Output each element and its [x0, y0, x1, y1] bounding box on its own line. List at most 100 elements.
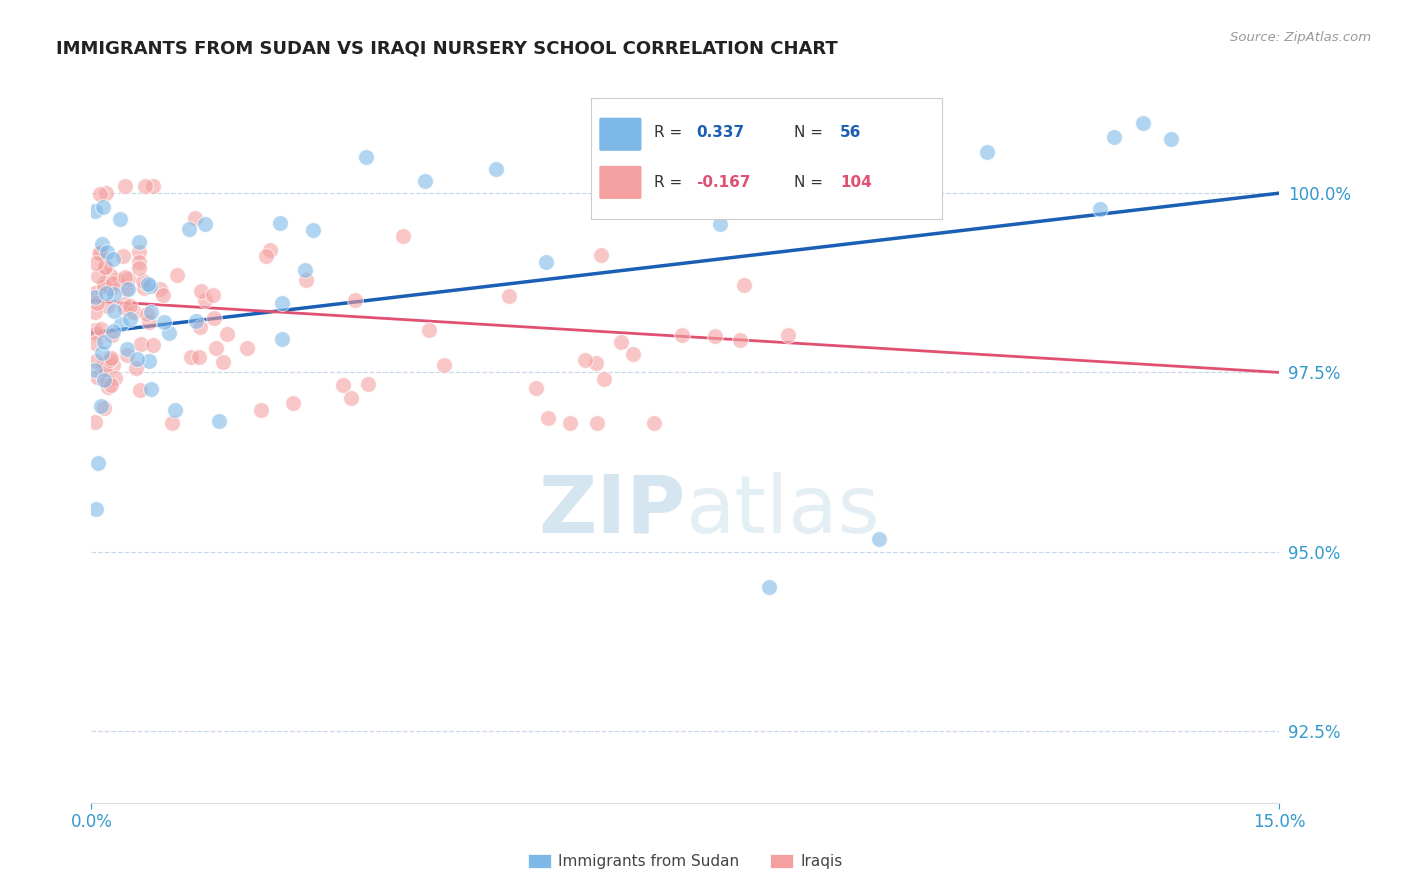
- Point: [103, 324, 125, 338]
- Point: [93, 279, 115, 293]
- Point: [100, 351, 122, 365]
- Point: [89, 186, 111, 201]
- Legend: Immigrants from Sudan, Iraqis: Immigrants from Sudan, Iraqis: [522, 848, 849, 875]
- Point: [96, 245, 118, 260]
- Point: [112, 249, 135, 263]
- Point: [703, 328, 725, 343]
- Point: [138, 315, 160, 329]
- Point: [585, 356, 607, 370]
- Point: [94, 286, 117, 301]
- Point: [93, 260, 115, 274]
- Point: [93, 277, 115, 291]
- Point: [621, 347, 644, 361]
- Point: [294, 273, 316, 287]
- Point: [93, 373, 115, 387]
- Point: [86, 369, 108, 384]
- Point: [269, 216, 291, 230]
- Point: [84, 204, 107, 219]
- Point: [87, 456, 110, 470]
- Point: [90, 399, 112, 413]
- Point: [807, 137, 830, 152]
- Point: [129, 383, 152, 397]
- FancyBboxPatch shape: [599, 166, 641, 199]
- Point: [1090, 202, 1112, 217]
- Point: [415, 173, 437, 187]
- Point: [188, 319, 211, 334]
- Point: [118, 312, 141, 326]
- Point: [122, 305, 145, 319]
- Text: N =: N =: [794, 125, 824, 140]
- Point: [184, 211, 207, 226]
- Text: R =: R =: [654, 125, 682, 140]
- Point: [202, 311, 225, 326]
- Point: [89, 246, 111, 260]
- Point: [217, 326, 239, 341]
- Point: [127, 351, 149, 366]
- Point: [204, 342, 226, 356]
- Point: [259, 244, 281, 258]
- Point: [733, 278, 755, 293]
- Point: [84, 255, 107, 269]
- Point: [90, 322, 112, 336]
- Text: IMMIGRANTS FROM SUDAN VS IRAQI NURSERY SCHOOL CORRELATION CHART: IMMIGRANTS FROM SUDAN VS IRAQI NURSERY S…: [56, 40, 838, 58]
- Point: [91, 201, 114, 215]
- Point: [643, 416, 665, 430]
- Point: [98, 353, 121, 368]
- Point: [100, 281, 122, 295]
- Point: [194, 293, 217, 307]
- Point: [184, 314, 207, 328]
- Point: [433, 359, 456, 373]
- Text: R =: R =: [654, 175, 682, 190]
- Point: [778, 328, 800, 343]
- Point: [302, 223, 325, 237]
- Text: N =: N =: [794, 175, 824, 190]
- Point: [128, 235, 150, 249]
- Point: [128, 255, 150, 269]
- Point: [103, 286, 125, 301]
- Point: [115, 348, 138, 362]
- Point: [136, 307, 159, 321]
- Point: [136, 277, 159, 291]
- Point: [93, 334, 115, 349]
- Point: [211, 355, 233, 369]
- Point: [593, 372, 616, 386]
- Point: [128, 260, 150, 275]
- Point: [114, 178, 136, 193]
- Point: [84, 290, 107, 304]
- Point: [110, 211, 132, 226]
- Point: [91, 346, 114, 360]
- Point: [98, 268, 121, 282]
- Point: [1102, 130, 1125, 145]
- Point: [84, 416, 107, 430]
- Point: [128, 245, 150, 260]
- Point: [976, 145, 998, 160]
- Point: [97, 380, 120, 394]
- Point: [84, 286, 107, 301]
- Point: [728, 334, 751, 348]
- Point: [294, 263, 316, 277]
- Point: [129, 337, 152, 351]
- Point: [160, 416, 183, 430]
- Point: [141, 382, 163, 396]
- Text: -0.167: -0.167: [696, 175, 751, 190]
- Point: [709, 217, 731, 231]
- Point: [148, 282, 170, 296]
- Point: [1132, 116, 1154, 130]
- Point: [115, 283, 138, 297]
- Point: [586, 416, 609, 430]
- Point: [96, 299, 118, 313]
- Point: [101, 277, 124, 291]
- Point: [281, 396, 304, 410]
- Point: [498, 289, 520, 303]
- Point: [1115, 73, 1137, 87]
- Point: [138, 354, 160, 368]
- Point: [392, 228, 415, 243]
- Point: [271, 295, 294, 310]
- Point: [100, 377, 122, 392]
- Point: [91, 358, 114, 372]
- Point: [84, 336, 107, 351]
- Point: [94, 186, 117, 200]
- Text: 56: 56: [839, 125, 862, 140]
- Point: [105, 273, 128, 287]
- Point: [869, 532, 891, 546]
